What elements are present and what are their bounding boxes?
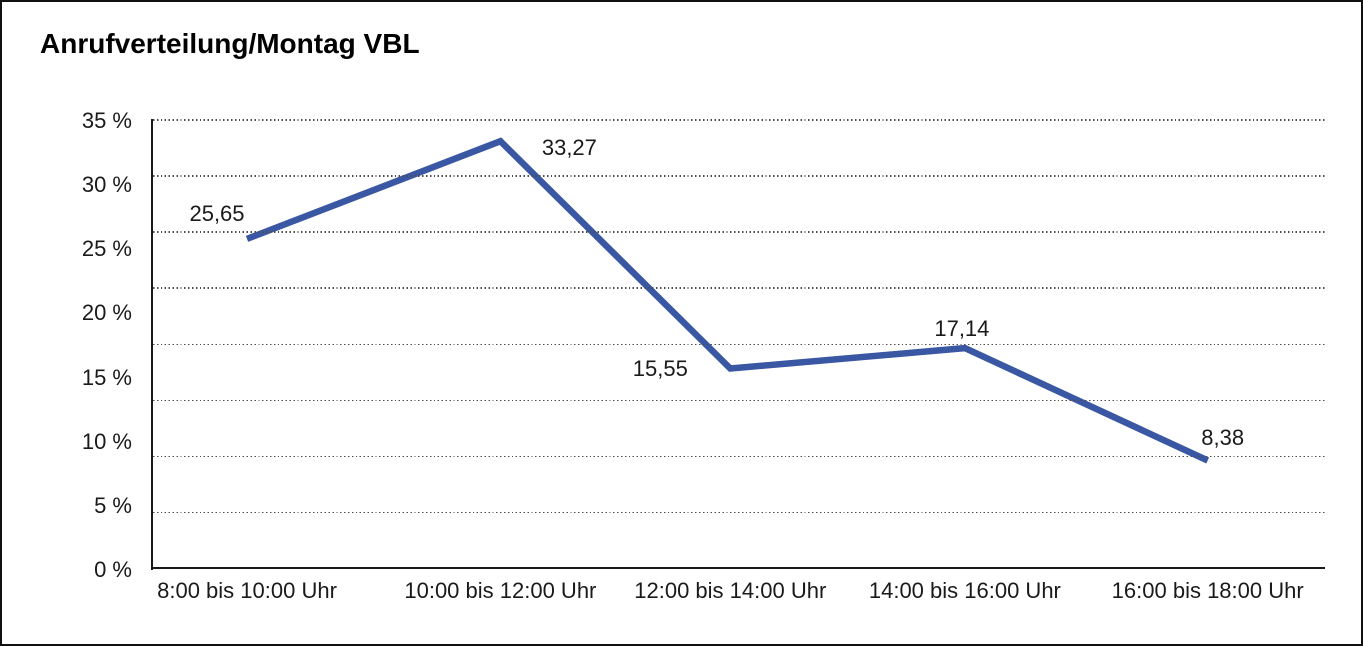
line-series-svg (245, 137, 1210, 464)
data-point-label: 8,38 (1201, 425, 1245, 451)
gridline (153, 455, 1325, 458)
gridline (153, 119, 1325, 121)
gridline (153, 231, 1325, 233)
data-point-label: 33,27 (541, 135, 597, 161)
y-axis-tick-label: 25 % (81, 236, 132, 262)
chart-title: Anrufverteilung/Montag VBL (40, 28, 420, 59)
y-axis-tick-label: 15 % (81, 364, 132, 390)
y-axis-tick-label: 0 % (94, 557, 132, 582)
x-axis-category-label: 14:00 bis 16:00 Uhr (868, 578, 1061, 603)
gridline (153, 511, 1325, 514)
line-series-path (245, 137, 1210, 464)
x-axis-category-label: 10:00 bis 12:00 Uhr (404, 578, 597, 603)
y-axis-line (151, 119, 153, 570)
gridline (153, 399, 1325, 402)
x-axis-category-label: 8:00 bis 10:00 Uhr (157, 578, 337, 603)
x-axis-category-label: 16:00 bis 18:00 Uhr (1111, 578, 1304, 603)
gridline (153, 343, 1325, 345)
y-axis-tick-label: 20 % (81, 300, 132, 326)
x-axis-category-label: 12:00 bis 14:00 Uhr (634, 578, 827, 603)
y-axis-tick-label: 35 % (81, 108, 132, 133)
x-axis-line (151, 567, 1325, 569)
y-axis-tick-label: 10 % (81, 428, 132, 454)
data-point-label: 17,14 (934, 316, 990, 342)
y-axis-tick-label: 5 % (94, 492, 132, 518)
gridline (153, 287, 1325, 289)
y-axis-tick-label: 30 % (81, 172, 132, 198)
data-point-label: 15,55 (632, 355, 688, 381)
gridline (153, 175, 1325, 177)
data-point-label: 25,65 (189, 200, 245, 226)
